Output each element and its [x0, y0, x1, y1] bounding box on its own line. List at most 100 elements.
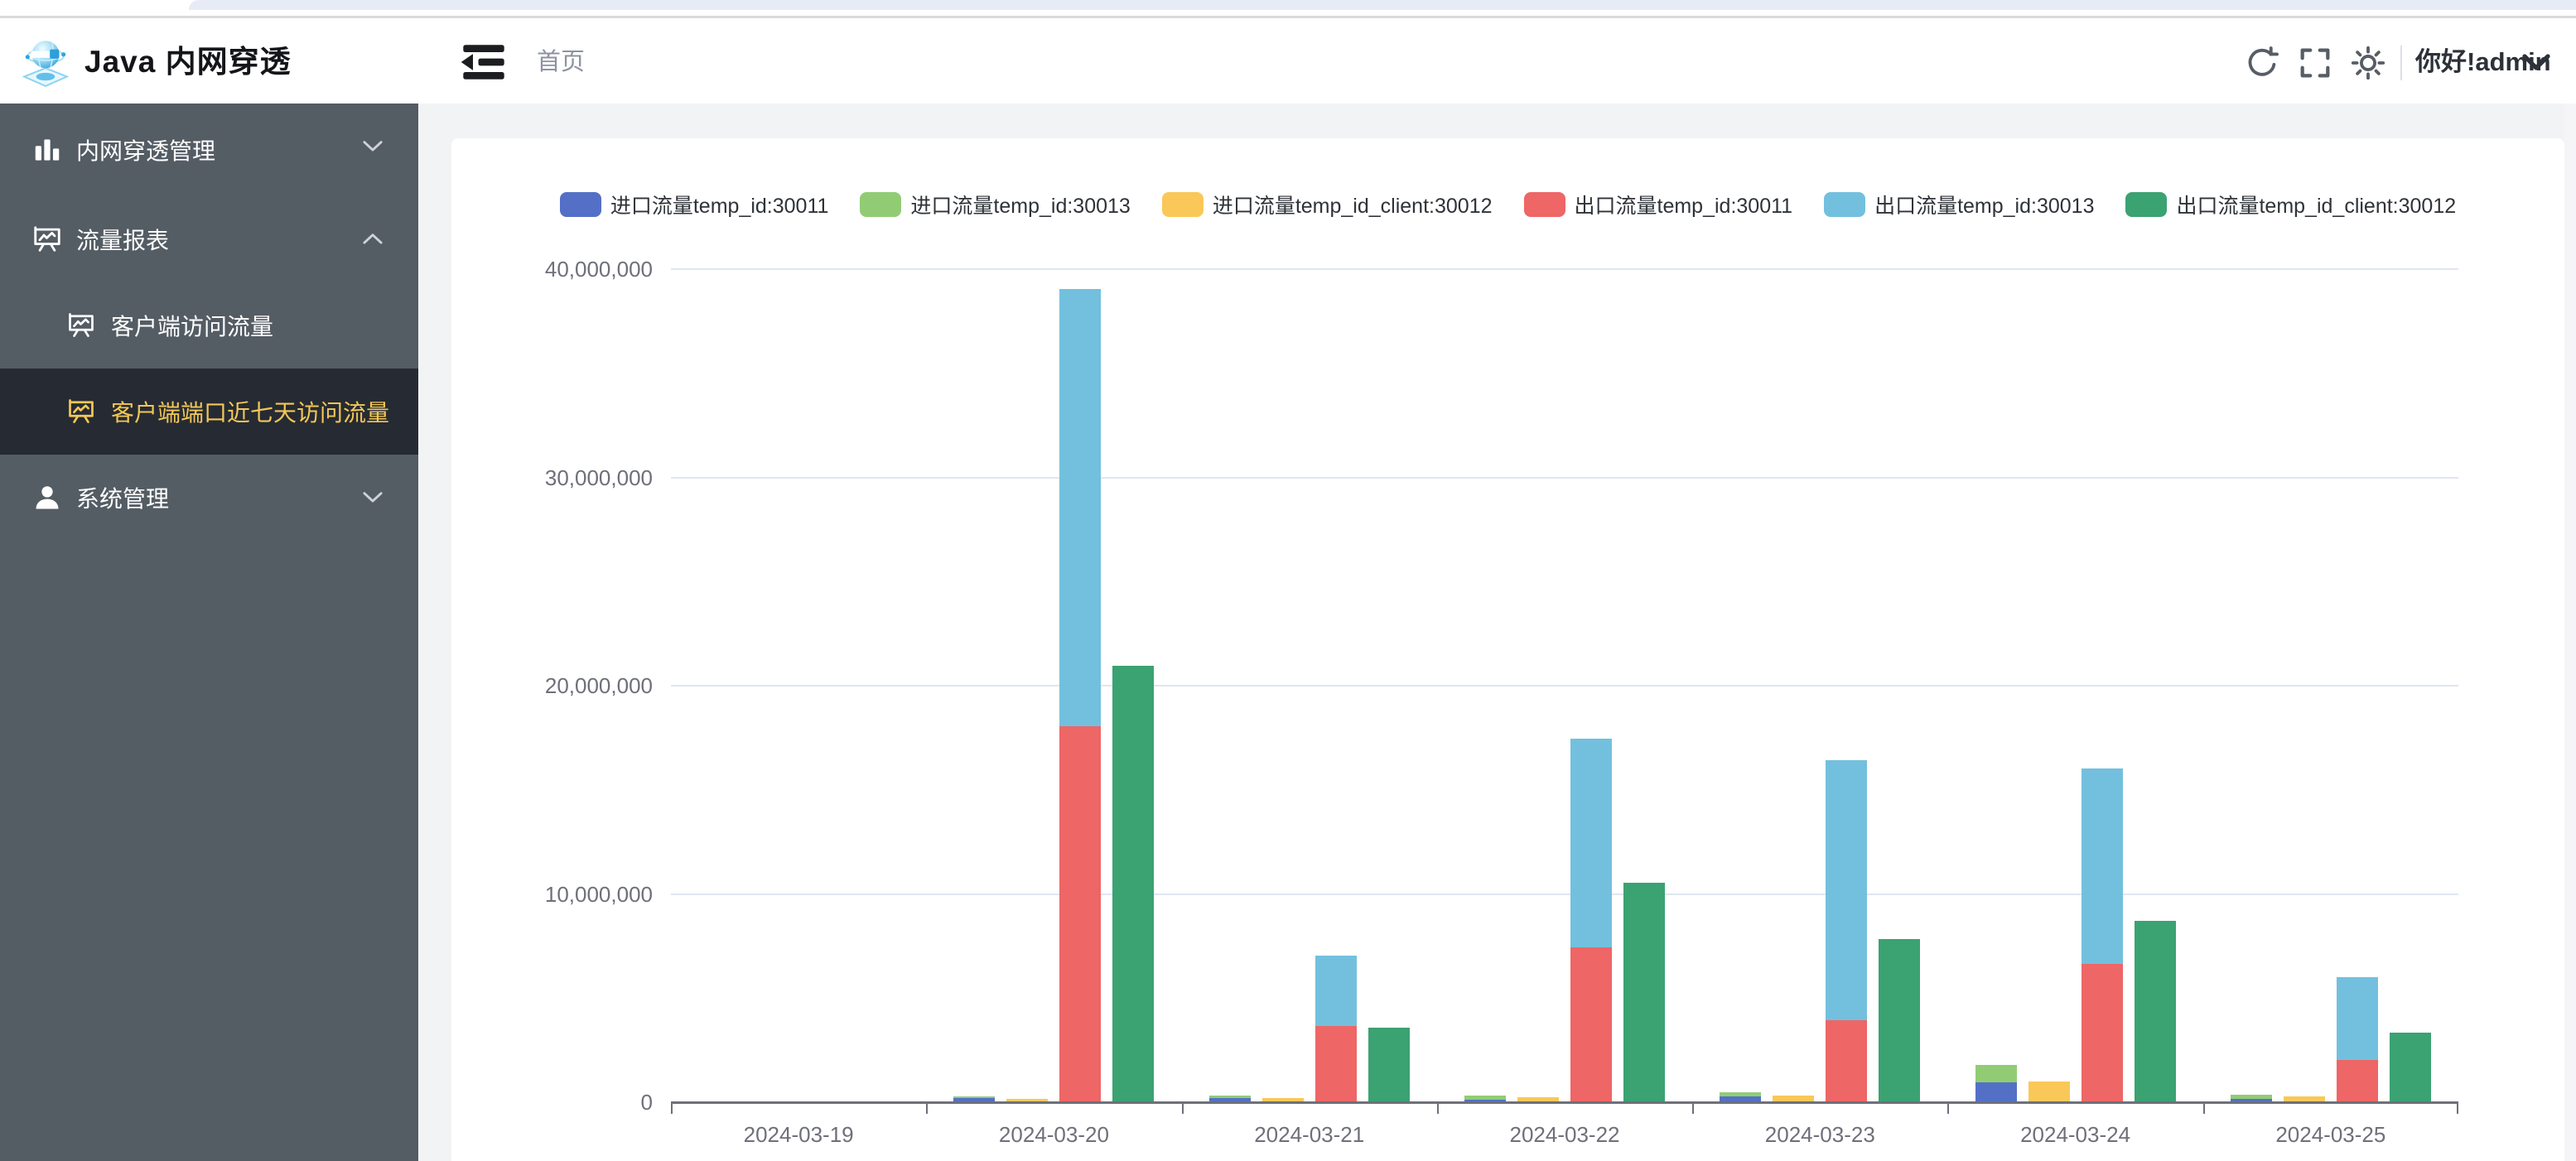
bar-segment: [1975, 1065, 2017, 1083]
app-title: Java 内网穿透: [84, 45, 292, 79]
bar-segment: [1879, 938, 1921, 1101]
bar-segment: [1464, 1095, 1506, 1100]
y-axis-tick-label: 20,000,000: [544, 673, 653, 698]
legend-label: 进口流量temp_id_client:30012: [1212, 195, 1493, 218]
sidebar-item-label: 客户端访问流量: [111, 314, 274, 340]
bar-segment: [1720, 1096, 1762, 1101]
caret-down-icon[interactable]: [2521, 51, 2551, 74]
x-axis-tick: [2202, 1104, 2205, 1114]
chevron-down-icon: [362, 137, 384, 155]
bar-segment: [2336, 977, 2378, 1060]
bar-segment: [1315, 955, 1357, 1027]
x-axis-tick-label: 2024-03-24: [2020, 1122, 2131, 1147]
bar-segment: [1826, 759, 1868, 1020]
bar-chart-plot: 0 10,000,000 20,000,000 30,000,000 40,000,00…: [545, 258, 2458, 1147]
legend-item[interactable]: 出口流量temp_id_client:30012: [2125, 190, 2456, 219]
bar-segment: [1570, 947, 1612, 1101]
bar-segment: [1006, 1098, 1049, 1101]
bar-segment: [953, 1096, 996, 1099]
legend-label: 出口流量temp_id:30011: [1574, 195, 1793, 218]
bar-segment: [2081, 768, 2123, 965]
legend-swatch: [1824, 192, 1866, 217]
bar-segment: [2230, 1098, 2272, 1101]
bar-segment: [1059, 726, 1102, 1101]
app-logo-icon: [18, 34, 73, 89]
y-axis-tick-label: 0: [640, 1090, 653, 1115]
menu-fold-icon[interactable]: [457, 41, 510, 84]
x-axis-tick-label: 2024-03-21: [1254, 1122, 1365, 1147]
bar-segment: [1773, 1096, 1815, 1101]
refresh-icon[interactable]: [2243, 44, 2281, 82]
y-axis-tick-label: 30,000,000: [544, 465, 653, 490]
y-axis-tick-label: 10,000,000: [544, 881, 653, 907]
sidebar: 内网穿透管理 流量报表: [0, 104, 418, 1161]
bar-segment: [1826, 1019, 1868, 1101]
theme-sun-icon[interactable]: [2349, 44, 2387, 82]
presentation-chart-icon: [31, 223, 65, 256]
bar-chart-icon: [31, 133, 65, 166]
x-axis-tick-label: 2024-03-20: [998, 1122, 1109, 1147]
x-axis-tick-label: 2024-03-22: [1509, 1122, 1620, 1147]
user-icon: [31, 481, 65, 514]
browser-tab-shape: [189, 0, 2576, 10]
legend-swatch: [860, 192, 902, 217]
x-axis-tick: [1436, 1104, 1439, 1114]
sidebar-item-traffic-report[interactable]: 流量报表: [0, 196, 418, 282]
sidebar-item-system-manage[interactable]: 系统管理: [0, 455, 418, 541]
sidebar-item-client-traffic[interactable]: 客户端访问流量: [0, 282, 418, 369]
bar-segment: [953, 1098, 996, 1101]
gridline: [671, 893, 2458, 895]
sidebar-item-label: 系统管理: [76, 486, 170, 512]
legend-item[interactable]: 进口流量temp_id:30013: [860, 190, 1131, 219]
bar-segment: [1720, 1091, 1762, 1096]
x-axis-tick: [926, 1104, 929, 1114]
bar-segment: [1570, 739, 1612, 947]
legend-swatch: [1523, 192, 1565, 217]
bar-segment: [2028, 1082, 2070, 1101]
main-content: 进口流量temp_id:30011 进口流量temp_id:30013 进口流量te…: [418, 104, 2576, 1161]
app-header: Java 内网穿透 首页: [0, 21, 2576, 104]
legend-swatch: [1161, 192, 1204, 217]
presentation-chart-icon: [66, 395, 99, 428]
sidebar-item-label: 内网穿透管理: [76, 138, 216, 164]
legend-swatch: [559, 192, 601, 217]
x-axis-tick: [2457, 1104, 2458, 1114]
chevron-down-icon: [362, 488, 384, 506]
chart-card: 进口流量temp_id:30011 进口流量temp_id:30013 进口流量te…: [451, 138, 2564, 1161]
breadcrumb[interactable]: 首页: [537, 49, 586, 75]
bar-segment: [1623, 882, 1665, 1101]
x-axis-tick: [1181, 1104, 1184, 1114]
sidebar-item-label: 客户端端口近七天访问流量: [111, 400, 390, 426]
legend-label: 出口流量temp_id_client:30012: [2176, 195, 2457, 218]
legend-item[interactable]: 出口流量temp_id:30011: [1523, 190, 1793, 219]
x-axis-tick: [671, 1104, 673, 1114]
legend-item[interactable]: 进口流量temp_id_client:30012: [1161, 190, 1493, 219]
presentation-chart-icon: [66, 309, 99, 342]
x-axis-tick-label: 2024-03-25: [2275, 1122, 2386, 1147]
scrollbar-track[interactable]: [2564, 104, 2576, 1161]
bar-segment: [2230, 1094, 2272, 1099]
bar-segment: [1112, 666, 1155, 1101]
sidebar-item-client-port-7day-traffic[interactable]: 客户端端口近七天访问流量: [0, 369, 418, 455]
gridline: [671, 476, 2458, 479]
bar-segment: [1059, 289, 1102, 727]
bar-segment: [2389, 1033, 2431, 1101]
x-axis-tick: [1692, 1104, 1695, 1114]
bar-segment: [1368, 1027, 1410, 1101]
fullscreen-icon[interactable]: [2296, 44, 2334, 82]
x-axis-tick-label: 2024-03-19: [743, 1122, 854, 1147]
legend-item[interactable]: 进口流量temp_id:30011: [559, 190, 828, 219]
bar-segment: [1464, 1100, 1506, 1101]
legend-item[interactable]: 出口流量temp_id:30013: [1824, 190, 2094, 219]
sidebar-item-tunnel-manage[interactable]: 内网穿透管理: [0, 104, 418, 196]
sidebar-item-label: 流量报表: [76, 228, 170, 253]
gridline: [671, 685, 2458, 686]
browser-strip: [0, 0, 2576, 18]
bar-segment: [2283, 1096, 2325, 1101]
gridline: [671, 268, 2458, 270]
x-axis-line: [671, 1101, 2458, 1104]
bar-segment: [1315, 1026, 1357, 1101]
bar-segment: [2081, 964, 2123, 1101]
x-axis-tick-label: 2024-03-23: [1764, 1122, 1875, 1147]
